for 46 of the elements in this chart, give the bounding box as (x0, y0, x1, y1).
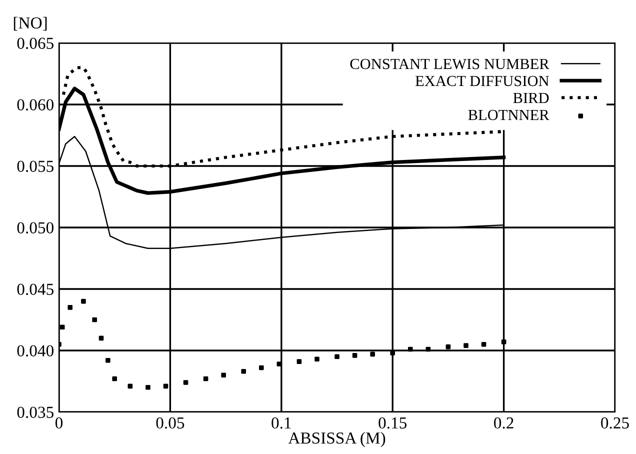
point (296, 359, 302, 364)
point (163, 384, 168, 389)
point (106, 358, 110, 363)
point (426, 346, 431, 352)
point (60, 324, 65, 330)
x-tick-label: 0.05 (156, 417, 184, 429)
point (146, 385, 150, 390)
point (464, 343, 468, 348)
point (92, 317, 97, 322)
point (352, 353, 358, 358)
point (183, 380, 188, 385)
x-tick-label: 0.15 (378, 417, 407, 429)
point (501, 339, 506, 344)
point (370, 352, 375, 357)
x-tick-label: 0.25 (601, 417, 629, 429)
y-tick-label: 0.050 (17, 222, 54, 234)
point (98, 336, 104, 341)
y-tick-label: 0.035 (17, 406, 54, 418)
legend-label: CONSTANT LEWIS NUMBER (350, 58, 550, 70)
x-tick-label: 0.2 (494, 417, 514, 429)
x-tick-label: 0.1 (272, 417, 291, 429)
x-axis-title: ABSISSA (M) (288, 432, 386, 448)
point (112, 376, 117, 382)
point (481, 342, 486, 347)
y-tick-label: 0.055 (17, 160, 54, 172)
y-tick-label: 0.060 (17, 99, 54, 111)
legend-label: EXACT DIFFUSION (415, 76, 549, 86)
point (241, 369, 246, 374)
point (68, 305, 73, 310)
legend-label: BIRD (513, 92, 549, 104)
point (334, 354, 340, 360)
point (408, 346, 413, 352)
y-tick-label: 0.040 (17, 345, 54, 357)
legend-label: BLOTNNER (468, 110, 550, 120)
point (314, 356, 320, 362)
point (203, 376, 208, 382)
point (81, 298, 86, 304)
y-tick-label: 0.045 (17, 284, 54, 296)
y-axis-title: [NO] (14, 16, 47, 31)
y-tick-label: 0.065 (17, 38, 54, 50)
point (128, 384, 133, 389)
point (221, 372, 226, 378)
point (390, 350, 395, 356)
x-tick-label: 0 (55, 417, 63, 429)
point (446, 344, 451, 350)
point (258, 365, 264, 370)
